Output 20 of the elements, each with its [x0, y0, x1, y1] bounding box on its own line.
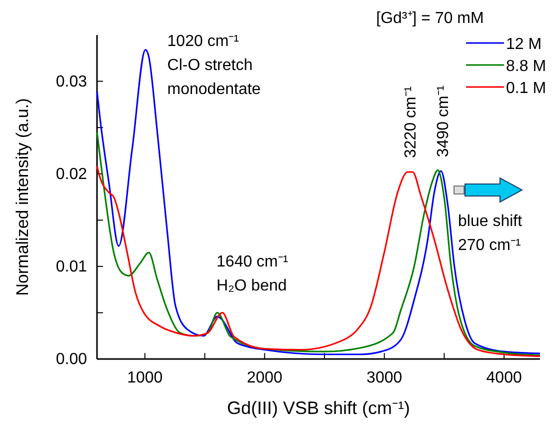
x-tick-label: 1000	[127, 369, 163, 386]
x-tick-label: 2000	[246, 369, 283, 386]
legend-label: 12 M	[506, 36, 542, 53]
line-series	[96, 166, 541, 358]
legend-title: [Gd³⁺] = 70 mM	[376, 10, 484, 27]
y-tick-label: 0.02	[56, 166, 88, 183]
x-tick-label: 3000	[366, 369, 402, 386]
y-tick-label: 0.03	[56, 73, 88, 90]
annotation: 3490 cm⁻¹	[435, 85, 452, 158]
legend-label: 0.1 M	[506, 80, 546, 97]
annotation: 1020 cm⁻¹ Cl-O stretch monodentate	[167, 32, 261, 98]
annotation: 1640 cm⁻¹ H₂O bend	[216, 254, 288, 295]
x-tick-label: 4000	[486, 369, 522, 386]
x-axis-title: Gd(III) VSB shift (cm⁻¹)	[226, 398, 410, 418]
y-tick-label: 0.01	[56, 258, 88, 276]
y-axis-title: Normalized intensity (a.u.)	[13, 98, 32, 296]
annotation: 3220 cm⁻¹	[402, 86, 420, 158]
y-tick-label: 0.00	[56, 351, 88, 368]
legend-label: 8.8 M	[506, 58, 546, 75]
annotation: blue shift 270 cm⁻¹	[458, 213, 523, 254]
